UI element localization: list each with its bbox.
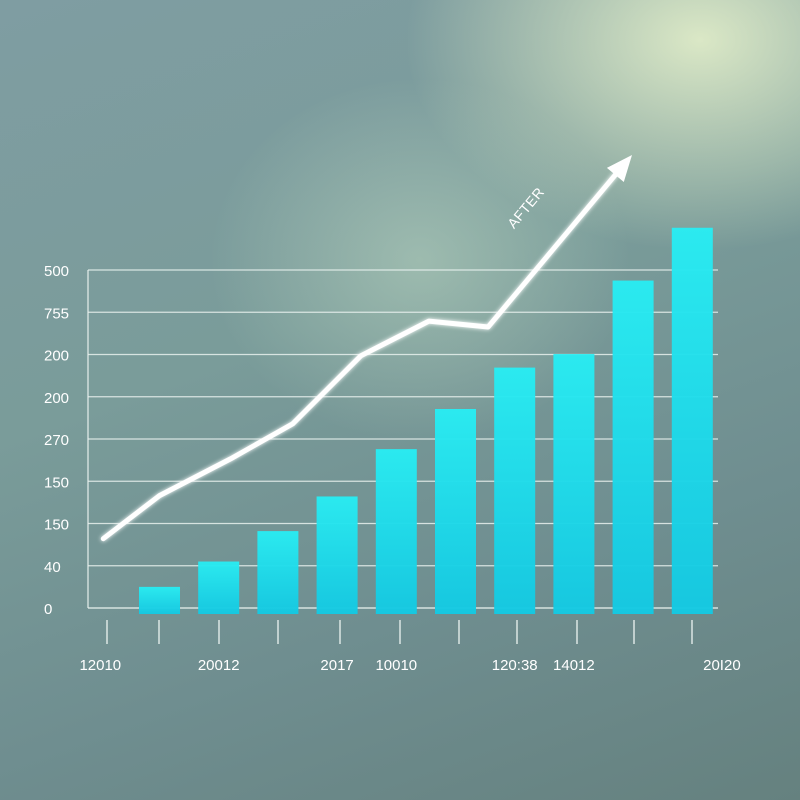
bar [494, 367, 536, 614]
bars [139, 227, 713, 614]
trend-line-path [100, 172, 618, 542]
x-tick-label: 120:38 [492, 657, 538, 674]
x-tick-label: 12010 [79, 657, 121, 674]
bar [671, 227, 713, 614]
y-tick-label: 200 [44, 390, 69, 407]
arrow-head [606, 155, 632, 182]
bar [553, 354, 595, 614]
x-axis-ticks: 12010 20012 2017 10010 120:38 14012 20I20 [79, 620, 741, 674]
bar [316, 496, 358, 614]
bar [257, 531, 299, 614]
y-tick-label: 150 [44, 517, 69, 534]
y-tick-label: 0 [44, 601, 52, 618]
bar [139, 586, 180, 614]
y-axis-ticks: 0 40 150 150 270 200 200 755 500 [44, 263, 69, 618]
y-tick-label: 755 [44, 305, 69, 322]
x-tick-label: 2017 [320, 657, 353, 674]
y-tick-label: 270 [44, 432, 69, 449]
bar [435, 409, 476, 614]
y-tick-label: 500 [44, 263, 69, 280]
x-tick-label: 20I20 [703, 657, 741, 674]
x-tick-label: 20012 [198, 657, 240, 674]
y-tick-label: 40 [44, 559, 61, 576]
bar [612, 280, 654, 614]
trend-line-label: AFTER [504, 184, 547, 231]
y-tick-label: 200 [44, 348, 69, 365]
x-tick-label: 10010 [375, 657, 417, 674]
y-tick-label: 150 [44, 474, 69, 491]
bar [375, 449, 417, 614]
bar [198, 561, 240, 614]
x-tick-label: 14012 [553, 657, 595, 674]
